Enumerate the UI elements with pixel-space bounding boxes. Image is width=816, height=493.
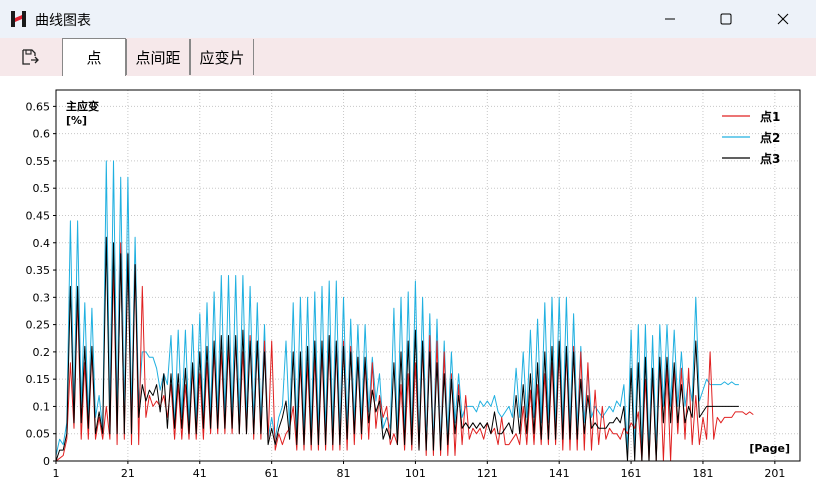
x-axis-label: [Page]	[749, 442, 790, 455]
x-axis-ticks: 1 21 41 61 81 101 121 141 161 181 201	[53, 461, 785, 480]
y-tick-label: 0.1	[33, 400, 51, 413]
y-tick-label: 0.35	[26, 264, 51, 277]
y-tick-label: 0.4	[33, 237, 51, 250]
y-tick-label: 0.5	[33, 182, 51, 195]
y-tick-label: 0.65	[26, 100, 51, 113]
x-tick-label: 81	[337, 467, 351, 480]
series-line-1	[55, 242, 754, 462]
close-icon	[777, 13, 789, 25]
strain-chart[interactable]: 0 0.05 0.1 0.15 0.2 0.25 0.3 0.35 0.4 0.45 0.5 0.55…	[0, 76, 816, 489]
y-tick-label: 0.6	[33, 128, 51, 141]
x-tick-label: 121	[477, 467, 498, 480]
tab-point[interactable]: 点	[62, 38, 126, 76]
minimize-icon	[665, 18, 675, 20]
legend: 点1 点2 点3	[722, 109, 780, 166]
tab-strain-gauge-label: 应变片	[199, 48, 245, 67]
title-bar: 曲线图表	[0, 0, 816, 38]
app-logo-icon	[11, 11, 26, 27]
y-tick-label: 0.05	[26, 428, 51, 441]
y-axis-ticks: 0 0.05 0.1 0.15 0.2 0.25 0.3 0.35 0.4 0.45 0.5 0.55…	[26, 100, 56, 468]
x-tick-label: 61	[265, 467, 279, 480]
series-layer	[55, 160, 754, 462]
x-tick-label: 21	[121, 467, 135, 480]
close-button[interactable]	[760, 0, 806, 38]
legend-label-1: 点1	[760, 109, 780, 124]
save-button[interactable]	[0, 38, 60, 76]
y-tick-label: 0.25	[26, 319, 51, 332]
y-tick-label: 0	[43, 455, 50, 468]
save-export-icon	[22, 49, 39, 65]
tab-point-label: 点	[86, 49, 102, 67]
toolbar: 点 点间距 应变片	[0, 38, 816, 76]
chart-area: 0 0.05 0.1 0.15 0.2 0.25 0.3 0.35 0.4 0.45 0.5 0.55…	[0, 76, 816, 489]
tab-strain-gauge[interactable]: 应变片	[190, 39, 254, 75]
tab-point-distance[interactable]: 点间距	[126, 39, 190, 75]
x-tick-label: 201	[764, 467, 785, 480]
maximize-icon	[720, 13, 732, 25]
legend-label-2: 点2	[760, 130, 780, 145]
y-tick-label: 0.45	[26, 209, 51, 222]
x-tick-label: 1	[53, 467, 60, 480]
minimize-button[interactable]	[647, 0, 693, 38]
x-tick-label: 101	[405, 467, 426, 480]
x-tick-label: 141	[549, 467, 570, 480]
y-axis-label: 主应变	[66, 99, 99, 113]
legend-label-3: 点3	[760, 151, 780, 166]
y-tick-label: 0.2	[33, 346, 51, 359]
tab-point-distance-label: 点间距	[135, 48, 181, 67]
maximize-button[interactable]	[703, 0, 749, 38]
series-line-3	[55, 236, 739, 462]
plot-border	[55, 89, 801, 462]
y-tick-label: 0.3	[33, 291, 51, 304]
x-tick-label: 181	[692, 467, 713, 480]
y-axis-unit: [%]	[66, 114, 87, 127]
y-tick-label: 0.15	[26, 373, 51, 386]
x-tick-label: 41	[193, 467, 207, 480]
window-title: 曲线图表	[35, 13, 91, 29]
x-tick-label: 161	[621, 467, 642, 480]
y-tick-label: 0.55	[26, 155, 51, 168]
